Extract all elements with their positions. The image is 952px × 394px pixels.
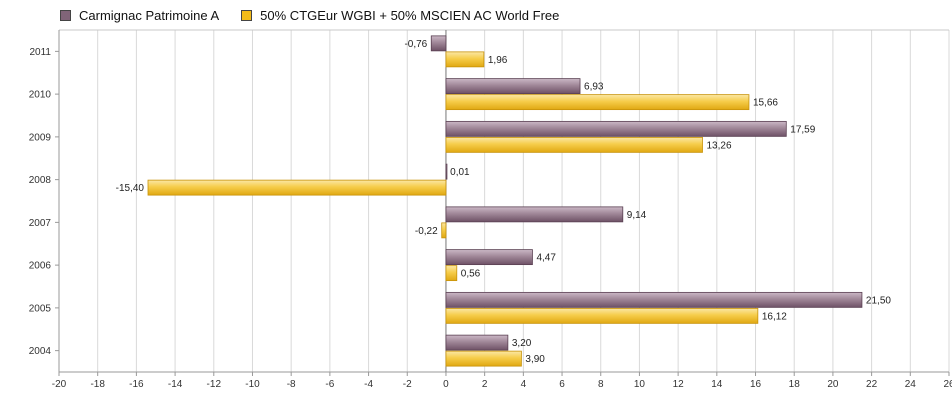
x-tick-label: 12: [673, 379, 685, 390]
bar-fund: [445, 249, 533, 266]
bars: [147, 35, 863, 367]
bar-benchmark: [445, 51, 485, 68]
bar-benchmark: [445, 94, 750, 111]
x-tick-label: 14: [711, 379, 723, 390]
bar-benchmark: [445, 265, 458, 282]
legend-item-benchmark: 50% CTGEur WGBI + 50% MSCIEN AC World Fr…: [241, 8, 559, 23]
x-tick-label: 16: [750, 379, 762, 390]
axes: -20 -18 -16 -14 -12 -10 -8 -6 -4 -2 0 2 4 6 8 10 12 14 16 1…: [29, 29, 952, 390]
data-label: 0,56: [461, 269, 481, 280]
x-tick-label: 18: [789, 379, 801, 390]
bar-benchmark: [445, 350, 522, 367]
x-tick-label: -20: [52, 379, 67, 390]
y-tick-label: 2009: [29, 132, 52, 143]
x-tick-label: 8: [598, 379, 604, 390]
x-tick-label: 0: [443, 379, 449, 390]
data-label: 6,93: [584, 82, 604, 93]
bar-benchmark: [441, 222, 447, 239]
chart-legend: Carmignac Patrimoine A 50% CTGEur WGBI +…: [60, 6, 581, 24]
bar-fund: [445, 206, 624, 223]
y-tick-label: 2004: [29, 346, 52, 357]
x-tick-label: -4: [364, 379, 373, 390]
bar-benchmark: [445, 307, 759, 324]
data-label: 17,59: [790, 124, 815, 135]
bar-fund: [445, 291, 863, 308]
data-label: -15,40: [116, 183, 145, 194]
legend-label-benchmark: 50% CTGEur WGBI + 50% MSCIEN AC World Fr…: [260, 7, 560, 23]
bar-fund: [445, 78, 581, 95]
data-label: -0,22: [415, 226, 438, 237]
bar-fund: [430, 35, 447, 52]
x-tick-label: 10: [634, 379, 646, 390]
x-tick-label: 26: [943, 379, 952, 390]
x-tick-label: 20: [827, 379, 839, 390]
x-tick-label: 2: [482, 379, 488, 390]
data-label: 3,90: [525, 354, 545, 365]
data-label: 15,66: [753, 98, 778, 109]
bar-fund: [445, 120, 787, 137]
x-tick-label: -10: [245, 379, 260, 390]
y-tick-label: 2010: [29, 90, 52, 101]
y-tick-label: 2005: [29, 303, 52, 314]
bar-benchmark: [147, 179, 447, 196]
x-tick-label: -14: [168, 379, 183, 390]
data-label: 21,50: [866, 295, 891, 306]
legend-swatch-benchmark: [241, 9, 253, 21]
x-tick-label: -18: [90, 379, 105, 390]
data-label: 4,47: [536, 253, 556, 264]
x-tick-label: -12: [207, 379, 222, 390]
x-tick-label: -8: [287, 379, 296, 390]
data-label: 13,26: [707, 140, 732, 151]
data-label: 0,01: [450, 167, 470, 178]
y-tick-label: 2007: [29, 218, 52, 229]
data-label: 3,20: [512, 338, 532, 349]
bar-fund: [445, 334, 509, 351]
data-labels: -0,76 1,96 6,93 15,66 17,59 13,26 0,01 -15,40 9,…: [116, 39, 892, 365]
bar-fund: [445, 163, 448, 180]
x-tick-label: -6: [325, 379, 334, 390]
x-tick-label: 22: [866, 379, 878, 390]
x-tick-label: 6: [559, 379, 565, 390]
data-label: 16,12: [762, 311, 787, 322]
x-tick-label: -2: [403, 379, 412, 390]
x-tick-label: 24: [905, 379, 917, 390]
bar-benchmark: [445, 136, 703, 153]
x-tick-label: -16: [129, 379, 144, 390]
legend-swatch-fund: [60, 9, 71, 21]
legend-label-fund: Carmignac Patrimoine A: [79, 7, 220, 23]
y-tick-label: 2011: [29, 47, 51, 58]
data-label: 9,14: [627, 210, 647, 221]
data-label: -0,76: [404, 39, 427, 50]
y-tick-label: 2006: [29, 261, 52, 272]
data-label: 1,96: [488, 55, 508, 66]
y-tick-label: 2008: [29, 175, 52, 186]
legend-item-fund: Carmignac Patrimoine A: [60, 8, 219, 23]
x-tick-label: 4: [521, 379, 527, 390]
